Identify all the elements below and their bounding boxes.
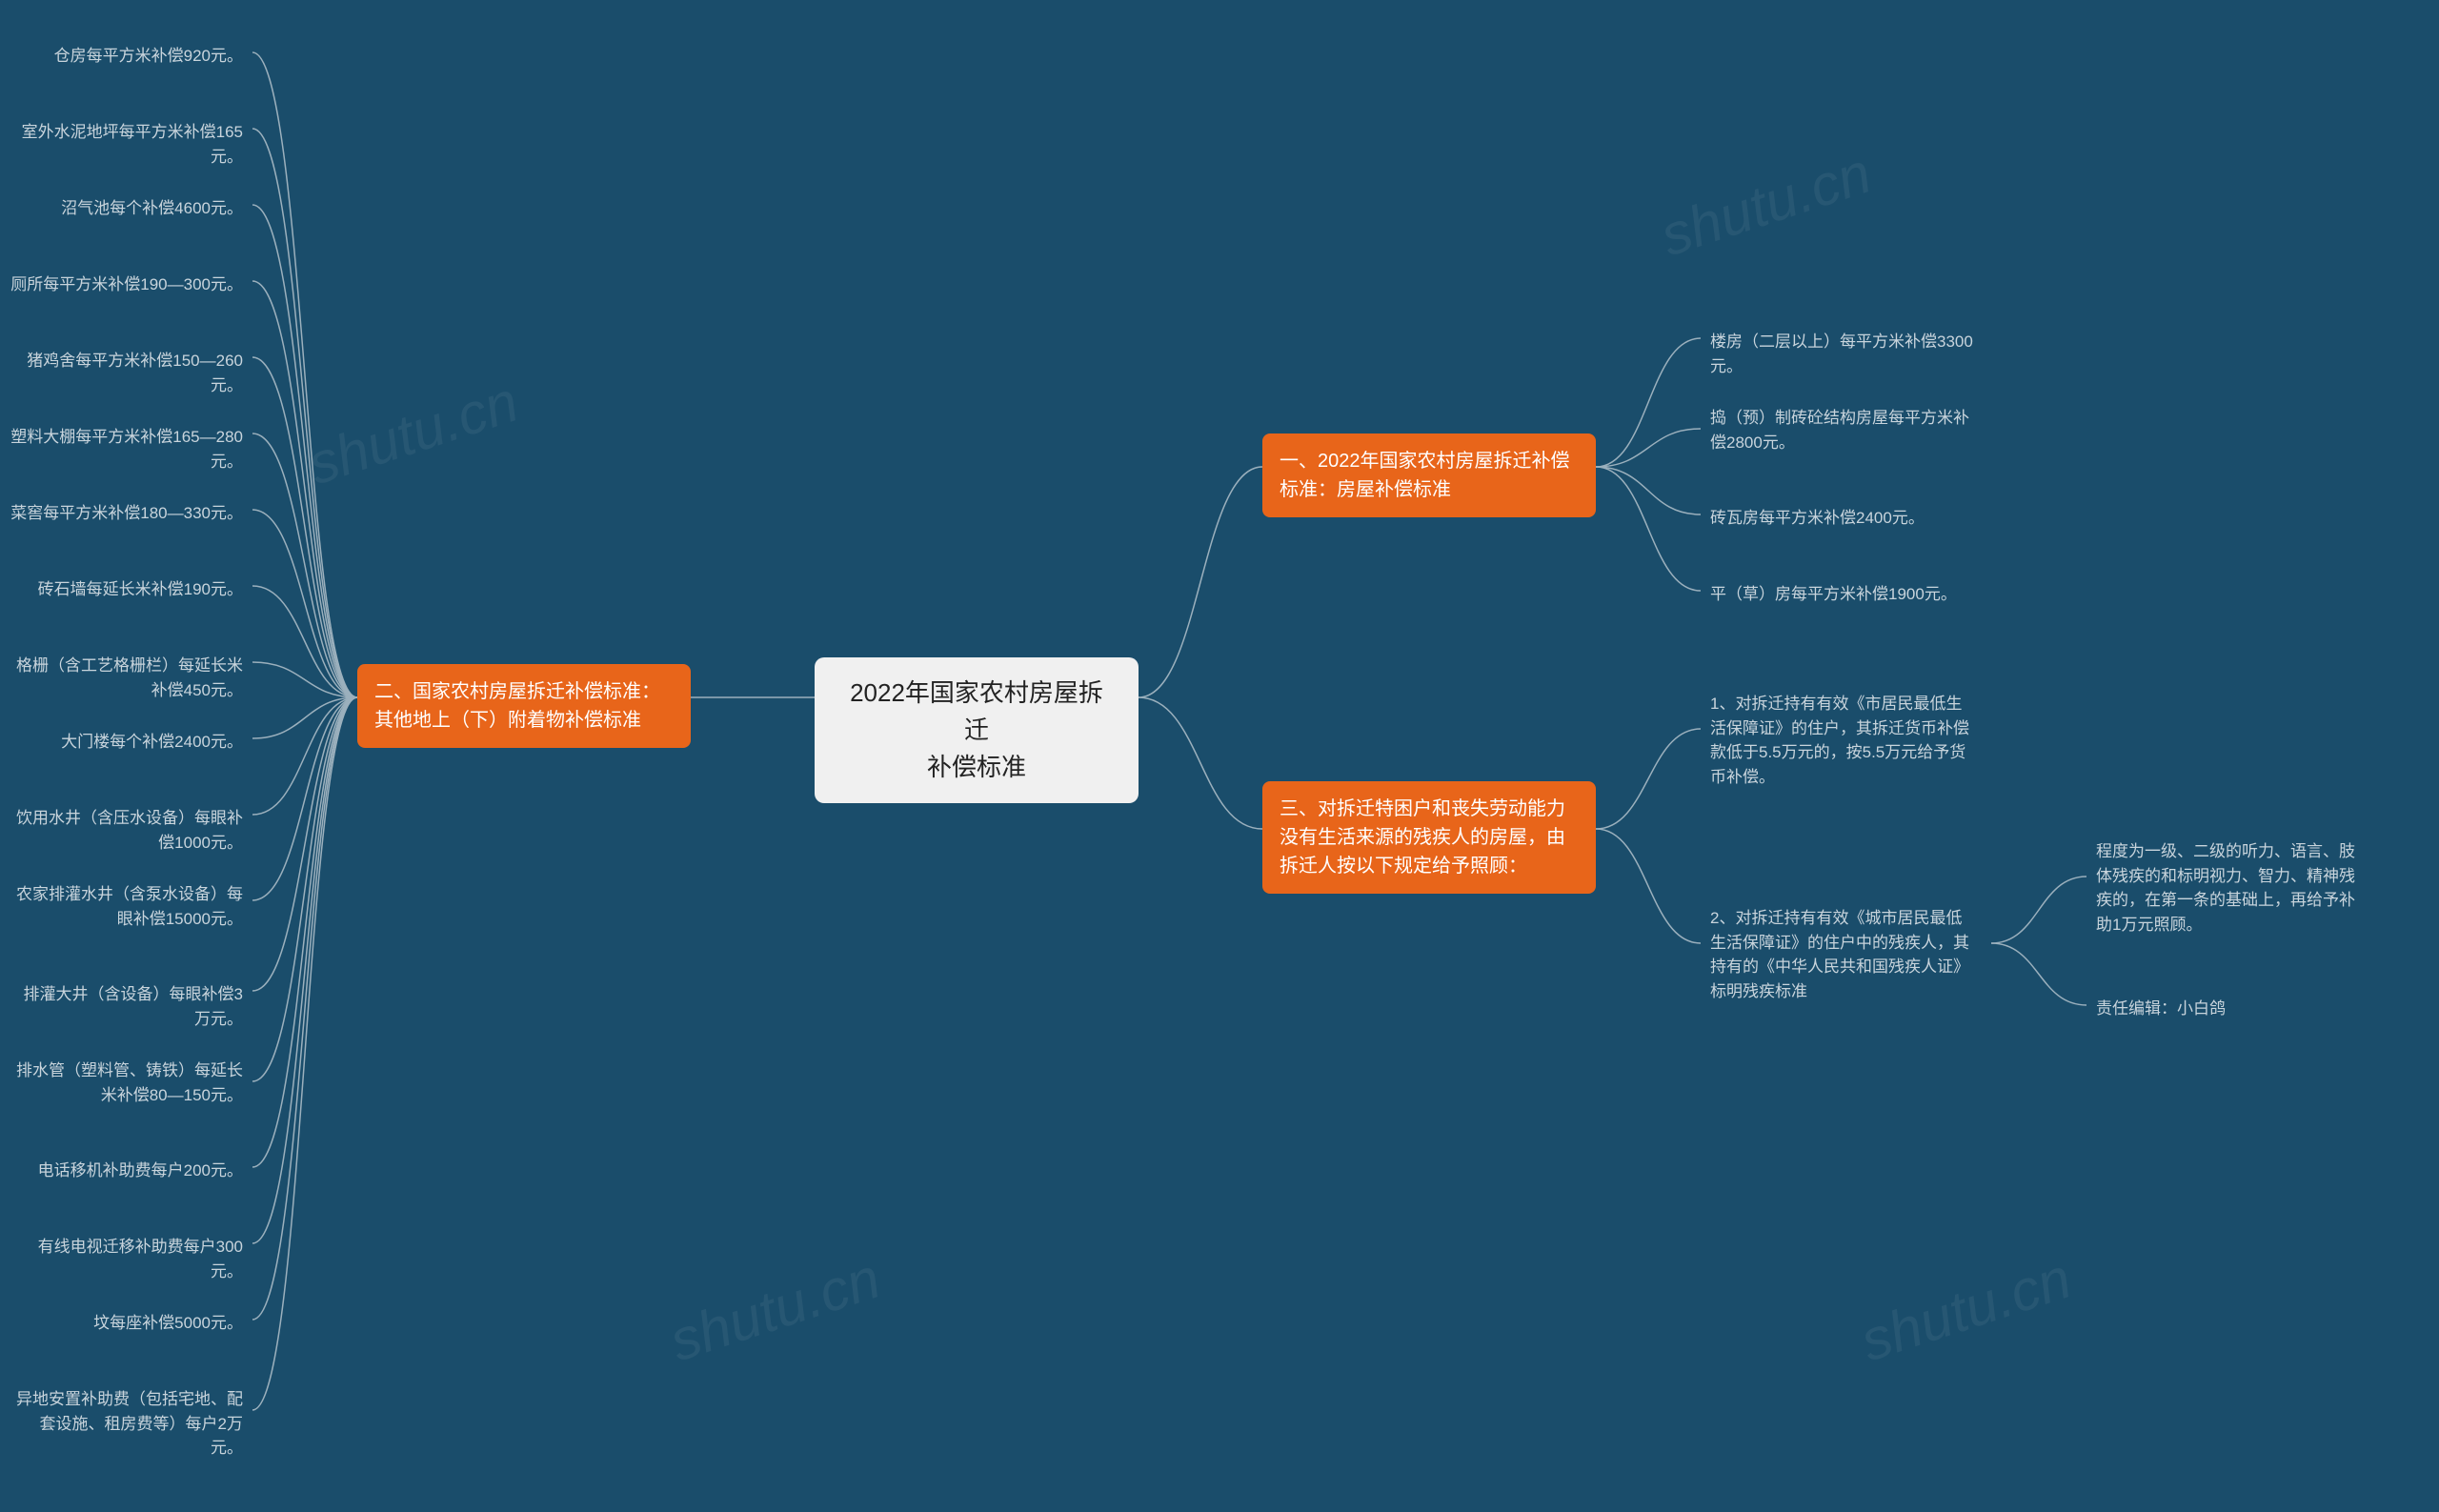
branch2-leaf-3: 厕所每平方米补偿190—300元。: [1, 267, 252, 303]
branch3-sub2-child-0: 程度为一级、二级的听力、语言、肢体残疾的和标明视力、智力、精神残疾的，在第一条的…: [2086, 834, 2372, 942]
center-line2: 补偿标准: [839, 749, 1114, 786]
branch3-line1: 三、对拆迁特困户和丧失劳动能力: [1280, 795, 1579, 823]
branch1-line2: 标准：房屋补偿标准: [1280, 475, 1579, 504]
branch2-leaf-5: 塑料大棚每平方米补偿165—280元。: [0, 419, 252, 479]
branch2-leaf-13: 排水管（塑料管、铸铁）每延长米补偿80—150元。: [0, 1053, 252, 1113]
branch2-leaf-16: 坟每座补偿5000元。: [84, 1305, 252, 1341]
branch2-leaf-1: 室外水泥地坪每平方米补偿165元。: [0, 114, 252, 174]
watermark: shutu.cn: [1653, 140, 1879, 270]
branch2-leaf-12: 排灌大井（含设备）每眼补偿3万元。: [0, 977, 252, 1037]
branch2-leaf-4: 猪鸡舍每平方米补偿150—260元。: [0, 343, 252, 403]
branch3-sub2-child-1: 责任编辑：小白鸽: [2086, 991, 2235, 1027]
branch3-line2: 没有生活来源的残疾人的房屋，由: [1280, 823, 1579, 852]
branch2-line1: 二、国家农村房屋拆迁补偿标准：: [374, 677, 674, 706]
branch2-leaf-14: 电话移机补助费每户200元。: [29, 1153, 252, 1189]
branch2-leaf-10: 饮用水井（含压水设备）每眼补偿1000元。: [0, 800, 252, 860]
branch1-node: 一、2022年国家农村房屋拆迁补偿 标准：房屋补偿标准: [1262, 433, 1596, 517]
branch2-leaf-11: 农家排灌水井（含泵水设备）每眼补偿15000元。: [0, 877, 252, 937]
branch1-leaf-1: 捣（预）制砖砼结构房屋每平方米补偿2800元。: [1701, 400, 1986, 460]
connector-lines: [0, 0, 2439, 1512]
watermark: shutu.cn: [300, 369, 526, 498]
branch2-leaf-9: 大门楼每个补偿2400元。: [51, 724, 252, 760]
branch2-leaf-2: 沼气池每个补偿4600元。: [51, 191, 252, 227]
center-node: 2022年国家农村房屋拆迁 补偿标准: [815, 657, 1139, 803]
branch2-leaf-8: 格栅（含工艺格栅栏）每延长米补偿450元。: [0, 648, 252, 708]
branch3-node: 三、对拆迁特困户和丧失劳动能力 没有生活来源的残疾人的房屋，由 拆迁人按以下规定…: [1262, 781, 1596, 894]
branch3-sub1: 1、对拆迁持有有效《市居民最低生活保障证》的住户，其拆迁货币补偿款低于5.5万元…: [1701, 686, 1986, 795]
branch3-line3: 拆迁人按以下规定给予照顾：: [1280, 852, 1579, 880]
branch2-leaf-0: 仓房每平方米补偿920元。: [45, 38, 252, 74]
branch2-node: 二、国家农村房屋拆迁补偿标准： 其他地上（下）附着物补偿标准: [357, 664, 691, 748]
center-line1: 2022年国家农村房屋拆迁: [839, 675, 1114, 749]
watermark: shutu.cn: [662, 1245, 888, 1375]
branch2-leaf-7: 砖石墙每延长米补偿190元。: [29, 572, 252, 608]
branch1-leaf-0: 楼房（二层以上）每平方米补偿3300元。: [1701, 324, 1986, 384]
watermark: shutu.cn: [1853, 1245, 2079, 1375]
branch1-leaf-3: 平（草）房每平方米补偿1900元。: [1701, 576, 1966, 613]
branch3-sub2: 2、对拆迁持有有效《城市居民最低生活保障证》的住户中的残疾人，其持有的《中华人民…: [1701, 900, 1986, 1009]
branch2-leaf-6: 菜窖每平方米补偿180—330元。: [1, 495, 252, 532]
branch2-line2: 其他地上（下）附着物补偿标准: [374, 706, 674, 735]
branch2-leaf-15: 有线电视迁移补助费每户300元。: [0, 1229, 252, 1289]
branch1-line1: 一、2022年国家农村房屋拆迁补偿: [1280, 447, 1579, 475]
branch1-leaf-2: 砖瓦房每平方米补偿2400元。: [1701, 500, 1934, 536]
branch2-leaf-17: 异地安置补助费（包括宅地、配套设施、租房费等）每户2万元。: [0, 1381, 252, 1466]
